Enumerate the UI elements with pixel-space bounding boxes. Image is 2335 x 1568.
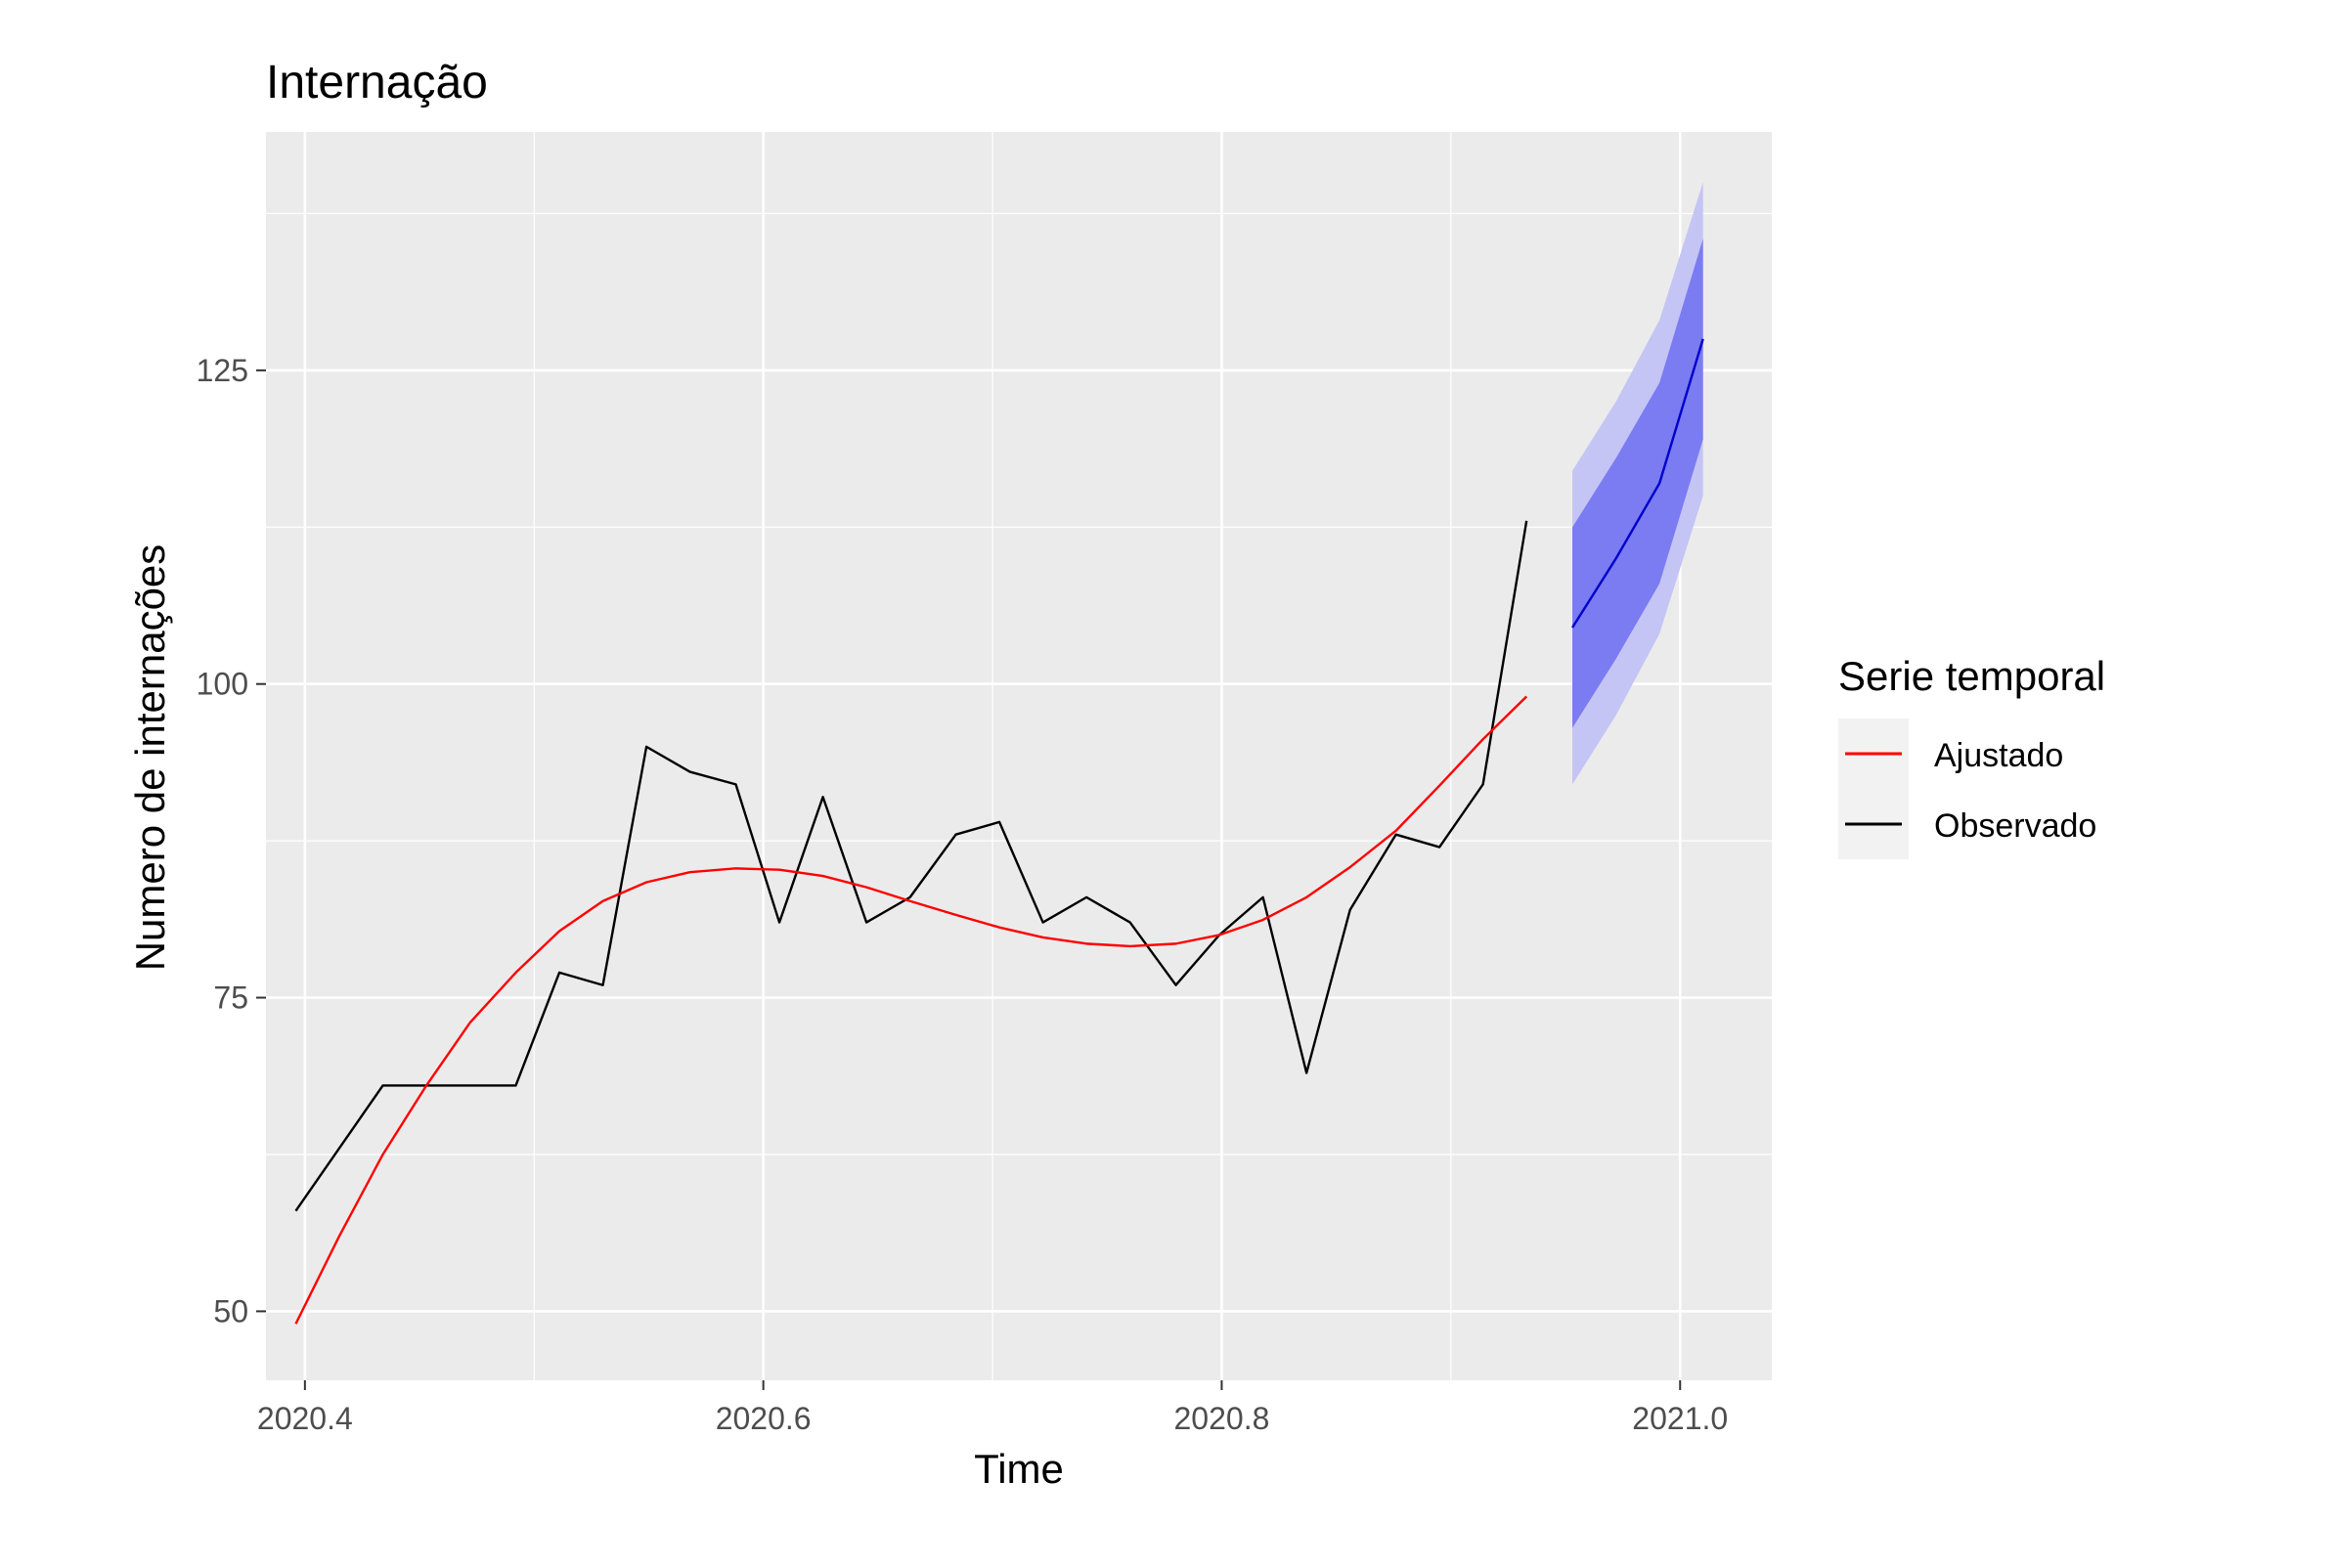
x-tick-label: 2020.6: [716, 1401, 812, 1436]
chart-title: Internação: [266, 57, 488, 109]
y-tick-label: 75: [213, 980, 248, 1016]
x-axis-title: Time: [974, 1446, 1064, 1492]
forecast-mean-line: [1571, 338, 1704, 629]
y-tick-label: 100: [197, 667, 248, 702]
legend-key-background: [1838, 719, 1909, 859]
x-tick-label: 2020.8: [1174, 1401, 1270, 1436]
plot-panel: [266, 132, 1772, 1380]
series-lines: [294, 338, 1704, 1325]
x-tick-label: 2021.0: [1632, 1401, 1728, 1436]
legend-title: Serie temporal: [1838, 653, 2105, 699]
legend: Serie temporal Ajustado Observado: [1838, 653, 2105, 859]
y-tick-label: 125: [197, 353, 248, 388]
series-line-observado: [294, 520, 1528, 1212]
series-line-ajustado: [294, 695, 1528, 1325]
legend-label-ajustado: Ajustado: [1934, 737, 2063, 774]
x-axis-ticks: 2020.4 2020.6 2020.8 2021.0: [257, 1380, 1728, 1436]
x-tick-label: 2020.4: [257, 1401, 353, 1436]
forecast-intervals: [1572, 182, 1703, 785]
y-axis-title: Numero de internações: [127, 544, 173, 972]
y-axis-ticks: 50 75 100 125: [197, 353, 266, 1328]
legend-label-observado: Observado: [1934, 807, 2096, 845]
y-tick-label: 50: [213, 1293, 248, 1328]
forecast-band-80: [1572, 239, 1703, 728]
